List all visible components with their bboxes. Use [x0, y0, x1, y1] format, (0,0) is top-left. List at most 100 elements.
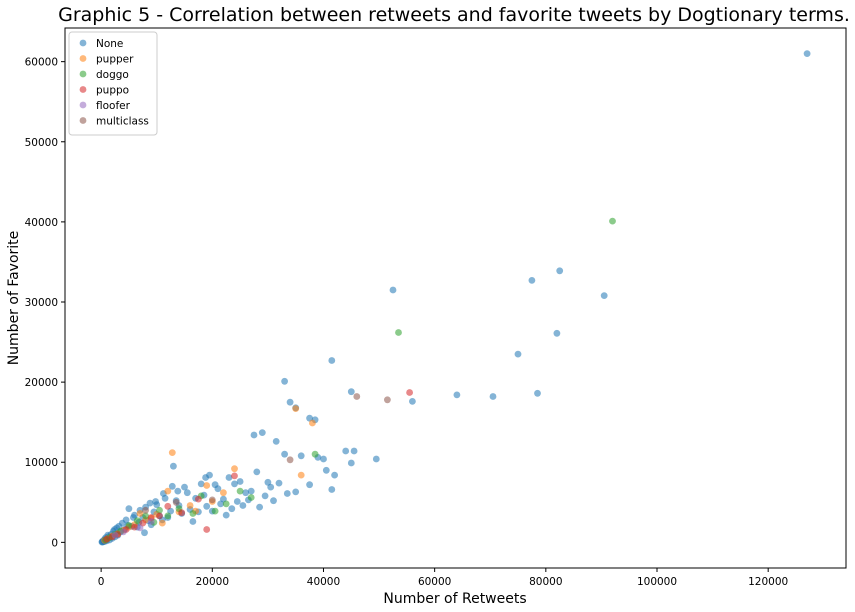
legend-label: multiclass	[96, 116, 149, 128]
data-point	[283, 490, 291, 497]
y-tick-label: 0	[51, 537, 58, 549]
data-point	[203, 526, 211, 533]
data-point	[320, 455, 327, 463]
x-axis: 0 20000 40000 60000 80000 100000 120000	[98, 568, 788, 588]
data-point	[272, 438, 280, 445]
data-point	[136, 524, 144, 532]
y-tick-label: 50000	[25, 137, 58, 149]
data-point	[183, 489, 191, 497]
data-point	[347, 459, 355, 467]
data-point	[236, 478, 244, 485]
data-point	[168, 449, 176, 456]
data-point	[553, 329, 561, 337]
data-point	[231, 465, 238, 473]
data-point	[534, 389, 541, 397]
data-point	[233, 498, 241, 505]
chart-title: Graphic 5 - Correlation between retweets…	[58, 4, 850, 26]
legend-label: floofer	[96, 100, 131, 112]
legend-box	[68, 31, 158, 136]
legend-marker	[79, 55, 87, 62]
legend-label: pupper	[96, 54, 134, 66]
data-point	[131, 523, 138, 531]
data-point	[342, 447, 350, 455]
data-point	[600, 292, 608, 299]
data-point	[528, 277, 536, 284]
data-point	[111, 531, 119, 539]
x-tick-label: 0	[98, 576, 105, 588]
data-point	[275, 479, 283, 487]
data-point	[453, 391, 461, 399]
data-point	[203, 482, 211, 489]
data-point	[292, 488, 300, 496]
data-point	[164, 502, 172, 510]
data-point	[286, 398, 294, 406]
data-point	[125, 505, 133, 513]
data-point	[152, 498, 160, 505]
data-point	[297, 452, 305, 460]
x-tick-label: 60000	[418, 576, 451, 588]
x-tick-label: 100000	[637, 576, 677, 588]
data-point	[261, 492, 269, 500]
data-point	[250, 431, 258, 439]
data-point	[225, 474, 233, 481]
data-point	[328, 486, 336, 493]
data-point	[270, 497, 277, 505]
data-point	[489, 393, 497, 400]
data-point	[120, 528, 127, 536]
x-tick-label: 120000	[748, 576, 788, 588]
data-point	[147, 518, 155, 525]
legend-marker	[79, 39, 87, 47]
data-point	[389, 286, 397, 294]
data-point	[178, 509, 186, 517]
data-point	[170, 462, 177, 470]
x-tick-label: 40000	[307, 576, 340, 588]
data-point	[203, 502, 211, 510]
data-point	[306, 481, 313, 489]
data-point	[142, 506, 150, 514]
data-point	[133, 517, 141, 525]
x-axis-label: Number of Retweets	[383, 591, 526, 607]
data-point	[189, 510, 197, 517]
data-point	[156, 506, 163, 514]
data-point	[311, 450, 319, 458]
data-point	[267, 483, 275, 491]
data-point	[297, 471, 305, 479]
data-point	[172, 498, 180, 506]
y-tick-label: 20000	[25, 377, 58, 389]
x-tick-label: 20000	[196, 576, 229, 588]
data-point	[197, 480, 205, 488]
data-point	[247, 494, 255, 501]
data-point	[208, 496, 216, 504]
legend-marker	[79, 117, 87, 124]
x-tick-label: 80000	[529, 576, 562, 588]
data-point	[164, 512, 172, 520]
data-point	[395, 329, 402, 336]
y-axis-label: Number of Favorite	[6, 231, 22, 366]
data-point	[231, 480, 238, 488]
data-point	[236, 487, 244, 495]
legend-label: puppo	[96, 85, 129, 97]
series-floofer	[111, 518, 155, 539]
y-tick-label: 30000	[25, 297, 58, 309]
data-point	[609, 217, 616, 225]
series-multiclass	[142, 393, 391, 514]
legend-marker	[79, 86, 87, 93]
data-point	[372, 455, 380, 463]
data-point	[281, 377, 288, 385]
legend-marker	[79, 101, 87, 109]
data-point	[258, 429, 266, 436]
y-axis: 0 10000 20000 30000 40000 50000 60000	[25, 57, 65, 549]
data-point	[174, 487, 182, 495]
data-point	[146, 499, 154, 507]
data-point	[141, 529, 148, 537]
y-tick-label: 10000	[25, 457, 58, 469]
data-point	[222, 500, 230, 508]
y-tick-label: 40000	[25, 217, 58, 229]
data-point	[211, 481, 219, 489]
data-point	[156, 512, 163, 520]
data-point	[231, 472, 238, 480]
data-point	[181, 483, 188, 491]
data-point	[384, 396, 391, 404]
data-point	[122, 516, 130, 524]
